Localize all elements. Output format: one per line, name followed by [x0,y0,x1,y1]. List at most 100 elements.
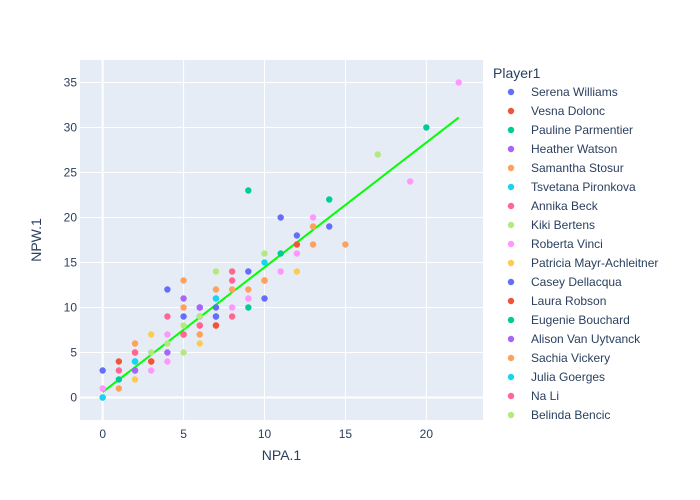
legend-marker [507,411,515,419]
x-tick-label: 15 [339,427,353,441]
y-tick-label: 0 [70,391,77,405]
data-point [164,349,171,356]
legend-marker [507,259,515,267]
data-point [196,313,203,320]
data-point [374,151,381,158]
y-tick-label: 10 [64,301,78,315]
y-tick-label: 5 [70,346,77,360]
data-point [228,286,236,293]
data-point [148,358,155,365]
legend-label: Annika Beck [531,199,599,213]
data-point [115,376,123,383]
data-point [131,367,139,374]
data-point [261,277,268,284]
legend-marker [507,373,515,381]
data-point [164,331,171,338]
data-point [180,313,187,320]
x-tick-label: 20 [420,427,434,441]
legend-marker [507,392,515,400]
x-axis-title: NPA.1 [262,447,302,463]
data-point [293,232,301,239]
y-axis-title: NPW.1 [28,218,44,262]
legend-marker [507,202,515,210]
data-point [212,295,220,302]
legend-title: Player1 [493,65,541,81]
data-point [228,277,236,284]
data-point [212,322,220,329]
y-tick-label: 35 [64,76,78,90]
legend-label: Roberta Vinci [531,237,603,251]
y-tick-label: 15 [64,256,78,270]
x-tick-label: 0 [99,427,106,441]
legend-marker [507,221,515,229]
legend-marker [507,354,515,362]
legend-label: Pauline Parmentier [531,123,633,137]
data-point [180,349,187,356]
legend-label: Julia Goerges [531,370,605,384]
data-point [228,268,236,275]
data-point [180,331,187,338]
legend-label: Eugenie Bouchard [531,313,630,327]
legend-label: Casey Dellacqua [531,275,622,289]
data-point [455,79,462,86]
legend-marker [507,164,515,172]
data-point [180,304,187,311]
data-point [309,241,317,248]
legend-label: Patricia Mayr-Achleitner [531,256,658,270]
data-point [164,340,171,347]
legend-label: Alison Van Uytvanck [531,332,641,346]
data-point [326,196,333,203]
data-point [196,322,203,329]
data-point [261,250,268,257]
data-point [131,349,139,356]
data-point [293,250,301,257]
data-point [196,340,203,347]
data-point [115,367,123,374]
legend-marker [507,126,515,134]
data-point [212,313,220,320]
data-point [164,313,171,320]
y-tick-labels: 0 5 10 15 20 25 30 35 [64,76,78,405]
data-point [148,331,155,338]
legend-label: Samantha Stosur [531,161,624,175]
data-point [164,286,171,293]
data-points [99,79,462,401]
data-point [99,394,106,401]
data-point [131,358,139,365]
data-point [196,331,203,338]
data-point [245,295,252,302]
legend-marker [507,240,515,248]
data-point [99,367,106,374]
data-point [309,214,317,221]
data-point [406,178,414,185]
legend-marker [507,297,515,305]
legend-marker [507,335,515,343]
data-point [245,187,252,194]
data-point [228,313,236,320]
data-point [164,358,171,365]
data-point [293,241,301,248]
data-point [131,340,139,347]
data-point [212,268,220,275]
data-point [131,376,139,383]
data-point [180,295,187,302]
data-point [99,385,106,392]
plot-background [80,60,483,420]
data-point [277,214,284,221]
y-tick-label: 25 [64,166,78,180]
data-point [423,124,430,131]
data-point [277,250,284,257]
data-point [245,304,252,311]
grid-lines [80,60,483,420]
legend-label: Vesna Dolonc [531,104,605,118]
y-tick-label: 30 [64,121,78,135]
data-point [212,286,220,293]
data-point [148,367,155,374]
data-point [309,223,317,230]
legend-marker [507,278,515,286]
data-point [115,358,123,365]
x-tick-label: 10 [258,427,272,441]
y-tick-label: 20 [64,211,78,225]
data-point [180,277,187,284]
